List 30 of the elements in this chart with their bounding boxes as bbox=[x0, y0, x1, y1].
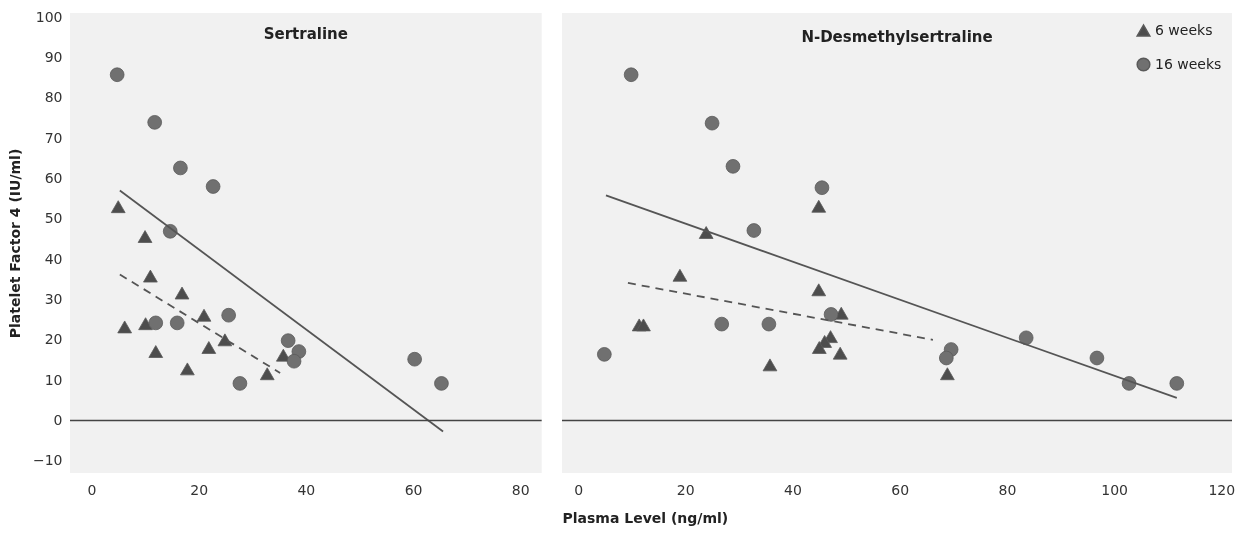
y-tick-label: 10 bbox=[44, 371, 63, 388]
y-tick-label: −10 bbox=[32, 452, 63, 469]
y-axis-title: Platelet Factor 4 (IU/ml) bbox=[6, 148, 23, 339]
y-tick-label: 30 bbox=[44, 290, 63, 307]
y-tick-label: 60 bbox=[44, 169, 63, 186]
x-tick-label: 80 bbox=[998, 481, 1017, 498]
x-tick-label: 0 bbox=[574, 481, 584, 498]
legend-label: 16 weeks bbox=[1155, 55, 1222, 72]
x-tick-label: 40 bbox=[297, 481, 316, 498]
y-tick-label: 70 bbox=[44, 129, 63, 146]
x-tick-label: 40 bbox=[784, 481, 802, 498]
y-tick-label: 20 bbox=[44, 331, 63, 348]
x-tick-label: 20 bbox=[190, 481, 209, 498]
y-tick-label: 80 bbox=[44, 89, 63, 106]
y-tick-label: 90 bbox=[44, 48, 63, 65]
legend-label: 6 weeks bbox=[1155, 21, 1213, 38]
x-tick-label: 120 bbox=[1208, 481, 1236, 498]
x-tick-label: 80 bbox=[511, 481, 530, 498]
x-tick-label: 20 bbox=[676, 481, 695, 498]
y-tick-label: 100 bbox=[35, 8, 63, 25]
x-tick-label: 100 bbox=[1101, 481, 1128, 498]
x-tick-label: 60 bbox=[891, 481, 910, 498]
y-tick-label: 0 bbox=[53, 412, 63, 429]
y-tick-label: 40 bbox=[44, 250, 63, 267]
text: Sertraline bbox=[263, 25, 348, 44]
x-axis-title: Plasma Level (ng/ml) bbox=[562, 509, 729, 526]
y-tick-label: 50 bbox=[44, 210, 63, 227]
text: N-Desmethylsertraline bbox=[801, 28, 993, 46]
x-tick-label: 0 bbox=[87, 481, 97, 498]
x-tick-label: 60 bbox=[404, 481, 423, 498]
